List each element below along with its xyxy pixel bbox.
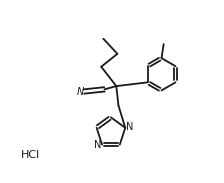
Text: HCl: HCl — [21, 150, 40, 160]
Text: N: N — [94, 140, 101, 150]
Text: N: N — [77, 87, 84, 96]
Text: N: N — [126, 122, 134, 132]
